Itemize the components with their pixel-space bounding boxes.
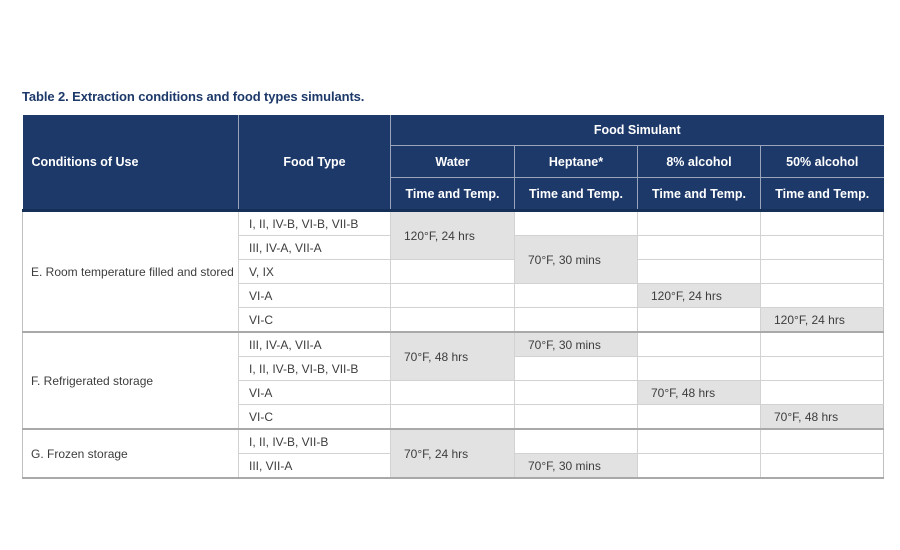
empty-cell	[390, 404, 515, 430]
food-type-cell: VI-C	[238, 307, 391, 333]
food-type-cell: III, VII-A	[238, 453, 391, 479]
table-row: G. Frozen storage I, II, IV-B, VII-B 70°…	[22, 428, 884, 479]
time-temp-cell: 120°F, 24 hrs	[637, 283, 761, 308]
empty-cell	[637, 235, 761, 260]
table-row: F. Refrigerated storage III, IV-A, VII-A…	[22, 331, 884, 430]
header-time-temp-50pct: Time and Temp.	[760, 177, 884, 212]
time-temp-cell: 70°F, 24 hrs	[390, 428, 515, 479]
header-food-simulant: Food Simulant	[390, 115, 884, 146]
header-row-time-temp: Time and Temp. Time and Temp. Time and T…	[23, 177, 884, 212]
header-row-simulants: Water Heptane* 8% alcohol 50% alcohol	[23, 145, 884, 178]
table-row: VI-C 120°F, 24 hrs	[23, 307, 884, 333]
empty-cell	[760, 209, 884, 236]
table-header: Conditions of Use Food Type Food Simulan…	[22, 115, 884, 212]
time-temp-cell: 70°F, 30 mins	[514, 235, 638, 284]
table-row: VI-A 70°F, 48 hrs	[23, 380, 884, 405]
time-temp-cell: 120°F, 24 hrs	[390, 209, 515, 260]
empty-cell	[637, 453, 761, 479]
header-heptane: Heptane*	[514, 145, 638, 178]
food-type-cell: V, IX	[238, 259, 391, 284]
food-type-cell: I, II, IV-B, VI-B, VII-B	[238, 209, 391, 236]
empty-cell	[637, 307, 761, 333]
table-row: III, IV-A, VII-A 70°F, 30 mins	[23, 235, 884, 284]
table-row: E. Room temperature filled and stored I,…	[22, 209, 884, 333]
extraction-conditions-table: Conditions of Use Food Type Food Simulan…	[22, 115, 884, 479]
food-type-cell: I, II, IV-B, VI-B, VII-B	[238, 356, 391, 381]
header-conditions-of-use: Conditions of Use	[22, 115, 239, 212]
empty-cell	[390, 380, 515, 405]
empty-cell	[514, 356, 638, 381]
header-row-group: Conditions of Use Food Type Food Simulan…	[22, 115, 884, 212]
empty-cell	[637, 259, 761, 284]
food-type-cell: I, II, IV-B, VII-B	[238, 428, 391, 454]
time-temp-cell: 70°F, 48 hrs	[390, 331, 515, 381]
table-body: E. Room temperature filled and stored I,…	[22, 209, 884, 479]
header-time-temp-8pct: Time and Temp.	[637, 177, 761, 212]
header-50pct-alcohol: 50% alcohol	[760, 145, 884, 178]
empty-cell	[760, 259, 884, 284]
empty-cell	[390, 283, 515, 308]
empty-cell	[637, 331, 761, 357]
food-type-cell: III, IV-A, VII-A	[238, 331, 391, 357]
food-type-cell: VI-C	[238, 404, 391, 430]
empty-cell	[390, 259, 515, 284]
empty-cell	[760, 428, 884, 454]
empty-cell	[637, 404, 761, 430]
empty-cell	[514, 209, 638, 236]
empty-cell	[760, 283, 884, 308]
empty-cell	[760, 356, 884, 381]
table-row: III, VII-A 70°F, 30 mins	[23, 453, 884, 479]
empty-cell	[637, 356, 761, 381]
empty-cell	[760, 235, 884, 260]
time-temp-cell: 120°F, 24 hrs	[760, 307, 884, 333]
food-type-cell: VI-A	[238, 283, 391, 308]
empty-cell	[514, 404, 638, 430]
header-time-temp-water: Time and Temp.	[390, 177, 515, 212]
empty-cell	[760, 331, 884, 357]
time-temp-cell: 70°F, 30 mins	[514, 453, 638, 479]
header-8pct-alcohol: 8% alcohol	[637, 145, 761, 178]
empty-cell	[514, 283, 638, 308]
condition-cell: G. Frozen storage	[22, 428, 239, 479]
empty-cell	[637, 209, 761, 236]
header-food-type: Food Type	[238, 115, 391, 212]
empty-cell	[514, 380, 638, 405]
table-title: Table 2. Extraction conditions and food …	[22, 89, 365, 104]
empty-cell	[760, 453, 884, 479]
time-temp-cell: 70°F, 30 mins	[514, 331, 638, 357]
food-type-cell: III, IV-A, VII-A	[238, 235, 391, 260]
table-row: V, IX	[23, 259, 884, 284]
condition-cell: E. Room temperature filled and stored	[22, 209, 239, 333]
header-time-temp-heptane: Time and Temp.	[514, 177, 638, 212]
empty-cell	[637, 428, 761, 454]
empty-cell	[514, 307, 638, 333]
header-water: Water	[390, 145, 515, 178]
food-type-cell: VI-A	[238, 380, 391, 405]
table-row: VI-C 70°F, 48 hrs	[23, 404, 884, 430]
empty-cell	[390, 307, 515, 333]
table-row: VI-A 120°F, 24 hrs	[23, 283, 884, 308]
empty-cell	[514, 428, 638, 454]
time-temp-cell: 70°F, 48 hrs	[637, 380, 761, 405]
time-temp-cell: 70°F, 48 hrs	[760, 404, 884, 430]
empty-cell	[760, 380, 884, 405]
condition-cell: F. Refrigerated storage	[22, 331, 239, 430]
